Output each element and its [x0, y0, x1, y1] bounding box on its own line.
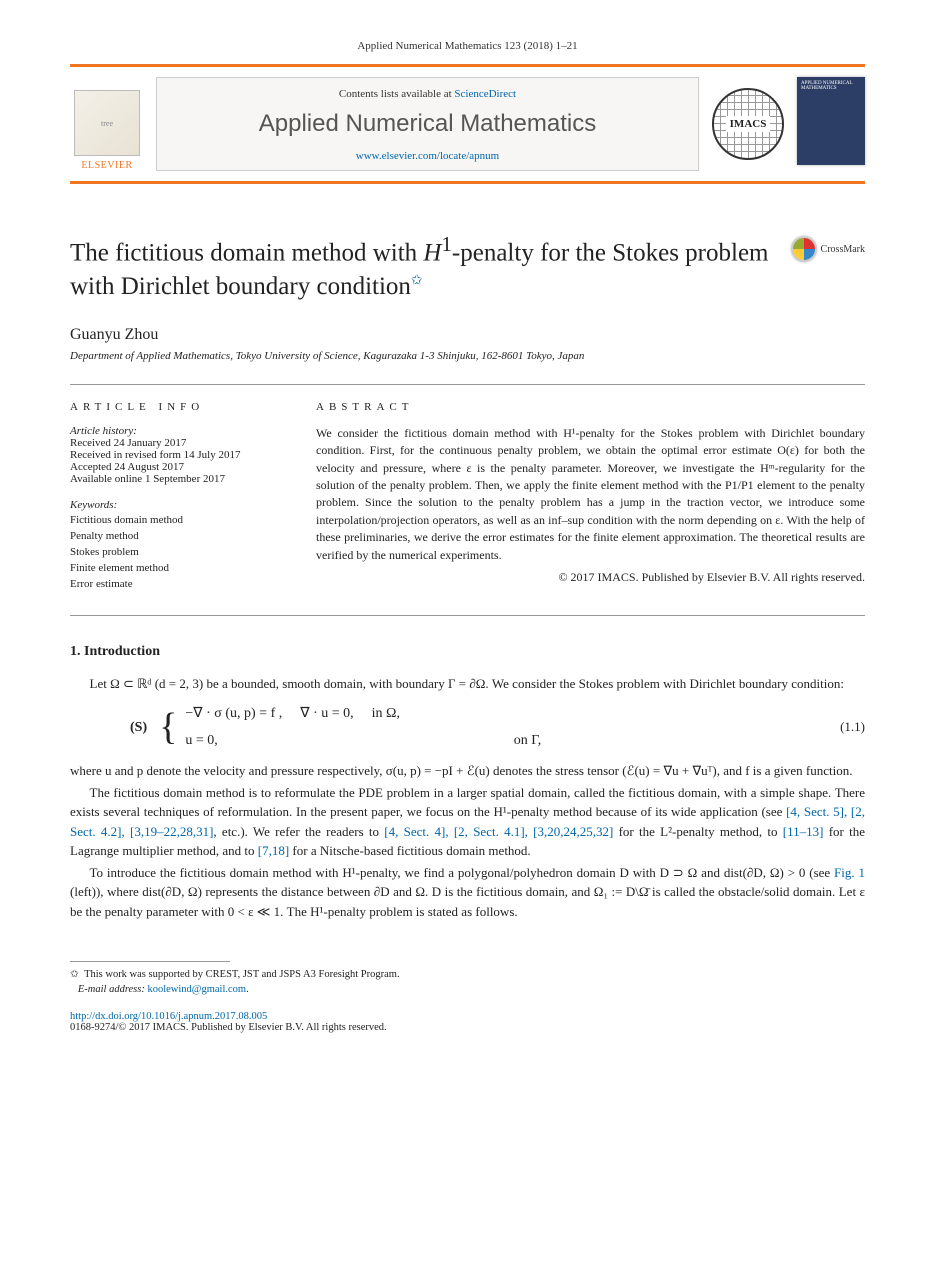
abstract-column: ABSTRACT We consider the fictitious doma…	[316, 401, 865, 593]
text-span: for the L²-penalty method, to	[613, 824, 782, 839]
crossmark-label: CrossMark	[821, 244, 865, 255]
paragraph: where u and p denote the velocity and pr…	[70, 761, 865, 781]
keywords-title: Keywords:	[70, 499, 280, 511]
history-line: Received 24 January 2017	[70, 437, 186, 449]
keyword: Penalty method	[70, 530, 139, 542]
citation-link[interactable]: [7,18]	[258, 843, 289, 858]
imacs-badge-box: IMACS	[711, 77, 785, 171]
contents-available-line: Contents lists available at ScienceDirec…	[165, 88, 690, 100]
keyword: Fictitious domain method	[70, 514, 183, 526]
sciencedirect-link[interactable]: ScienceDirect	[454, 88, 516, 100]
author-affiliation: Department of Applied Mathematics, Tokyo…	[70, 350, 865, 362]
title-row: The fictitious domain method with H1-pen…	[70, 230, 865, 304]
footnote-block: ✩ This work was supported by CREST, JST …	[70, 968, 865, 997]
text-span: , etc.). We refer the readers to	[213, 824, 384, 839]
keywords-list: Fictitious domain method Penalty method …	[70, 513, 280, 593]
elsevier-logo: tree ELSEVIER	[70, 77, 144, 171]
body-text: Let Ω ⊂ ℝᵈ (d = 2, 3) be a bounded, smoo…	[70, 674, 865, 922]
running-head: Applied Numerical Mathematics 123 (2018)…	[70, 40, 865, 52]
article-history: Article history: Received 24 January 201…	[70, 425, 280, 485]
imacs-globe-icon: IMACS	[712, 88, 784, 160]
left-brace-icon: {	[159, 710, 177, 744]
article-info-heading: ARTICLE INFO	[70, 401, 280, 413]
eq-domain: in Ω,	[372, 703, 400, 724]
author-name: Guanyu Zhou	[70, 326, 865, 344]
elsevier-tree-icon: tree	[74, 90, 140, 156]
footnote-rule	[70, 961, 230, 962]
text-span: (left)), where dist(∂D, Ω) represents th…	[70, 884, 865, 919]
paragraph: Let Ω ⊂ ℝᵈ (d = 2, 3) be a bounded, smoo…	[70, 674, 865, 694]
figure-link[interactable]: Fig. 1	[834, 865, 865, 880]
journal-locate-link: www.elsevier.com/locate/apnum	[165, 150, 690, 162]
footnote-text: This work was supported by CREST, JST an…	[84, 969, 400, 980]
meta-divider-bottom	[70, 615, 865, 616]
history-line: Available online 1 September 2017	[70, 473, 225, 485]
equation-number: (1.1)	[840, 717, 865, 737]
eq-domain: on Γ,	[514, 730, 541, 751]
meta-row: ARTICLE INFO Article history: Received 2…	[70, 401, 865, 593]
header-rule-top	[70, 64, 865, 67]
issn-line: 0168-9274/© 2017 IMACS. Published by Els…	[70, 1022, 387, 1033]
keyword: Stokes problem	[70, 546, 139, 558]
equation-block: (S) { −∇ · σ (u, p) = f , ∇ · u = 0, in …	[130, 703, 865, 751]
text-span: To introduce the fictitious domain metho…	[90, 865, 835, 880]
equation-cases: −∇ · σ (u, p) = f , ∇ · u = 0, in Ω, u =…	[185, 703, 541, 751]
text-span: for a Nitsche-based fictitious domain me…	[289, 843, 531, 858]
header-rule-bottom	[70, 181, 865, 184]
keyword: Finite element method	[70, 562, 169, 574]
abstract-heading: ABSTRACT	[316, 401, 865, 413]
section-heading: 1. Introduction	[70, 644, 865, 660]
contents-prefix: Contents lists available at	[339, 88, 454, 100]
abstract-text: We consider the fictitious domain method…	[316, 425, 865, 564]
journal-title: Applied Numerical Mathematics	[165, 110, 690, 138]
elsevier-label: ELSEVIER	[81, 160, 132, 171]
paragraph: The fictitious domain method is to refor…	[70, 783, 865, 861]
history-title: Article history:	[70, 425, 137, 437]
citation-link[interactable]: [11–13]	[783, 824, 824, 839]
locate-url[interactable]: www.elsevier.com/locate/apnum	[356, 150, 499, 162]
imacs-label: IMACS	[726, 116, 771, 132]
equation-label: (S)	[130, 717, 147, 738]
history-line: Received in revised form 14 July 2017	[70, 449, 240, 461]
crossmark-icon	[791, 236, 817, 262]
journal-center-panel: Contents lists available at ScienceDirec…	[156, 77, 699, 171]
article-info-column: ARTICLE INFO Article history: Received 2…	[70, 401, 280, 593]
text-span: The fictitious domain method is to refor…	[70, 785, 865, 820]
email-label: E-mail address:	[78, 984, 145, 995]
eq-term: −∇ · σ (u, p) = f ,	[185, 703, 282, 724]
author-email-link[interactable]: koolewind@gmail.com	[147, 984, 246, 995]
abstract-copyright: © 2017 IMACS. Published by Elsevier B.V.…	[316, 570, 865, 585]
meta-divider	[70, 384, 865, 385]
paragraph: To introduce the fictitious domain metho…	[70, 863, 865, 922]
title-footmark: ✩	[411, 274, 423, 289]
article-title: The fictitious domain method with H1-pen…	[70, 230, 775, 304]
journal-header: tree ELSEVIER Contents lists available a…	[70, 77, 865, 171]
citation-link[interactable]: [4, Sect. 4], [2, Sect. 4.1], [3,20,24,2…	[384, 824, 613, 839]
crossmark-badge[interactable]: CrossMark	[791, 236, 865, 262]
journal-cover-thumb: APPLIED NUMERICAL MATHEMATICS	[797, 77, 865, 165]
footnote-mark: ✩	[70, 969, 79, 980]
doi-link[interactable]: http://dx.doi.org/10.1016/j.apnum.2017.0…	[70, 1011, 267, 1022]
doi-block: http://dx.doi.org/10.1016/j.apnum.2017.0…	[70, 1011, 865, 1033]
keyword: Error estimate	[70, 578, 133, 590]
history-line: Accepted 24 August 2017	[70, 461, 184, 473]
eq-term: u = 0,	[185, 730, 217, 751]
eq-term: ∇ · u = 0,	[300, 703, 353, 724]
